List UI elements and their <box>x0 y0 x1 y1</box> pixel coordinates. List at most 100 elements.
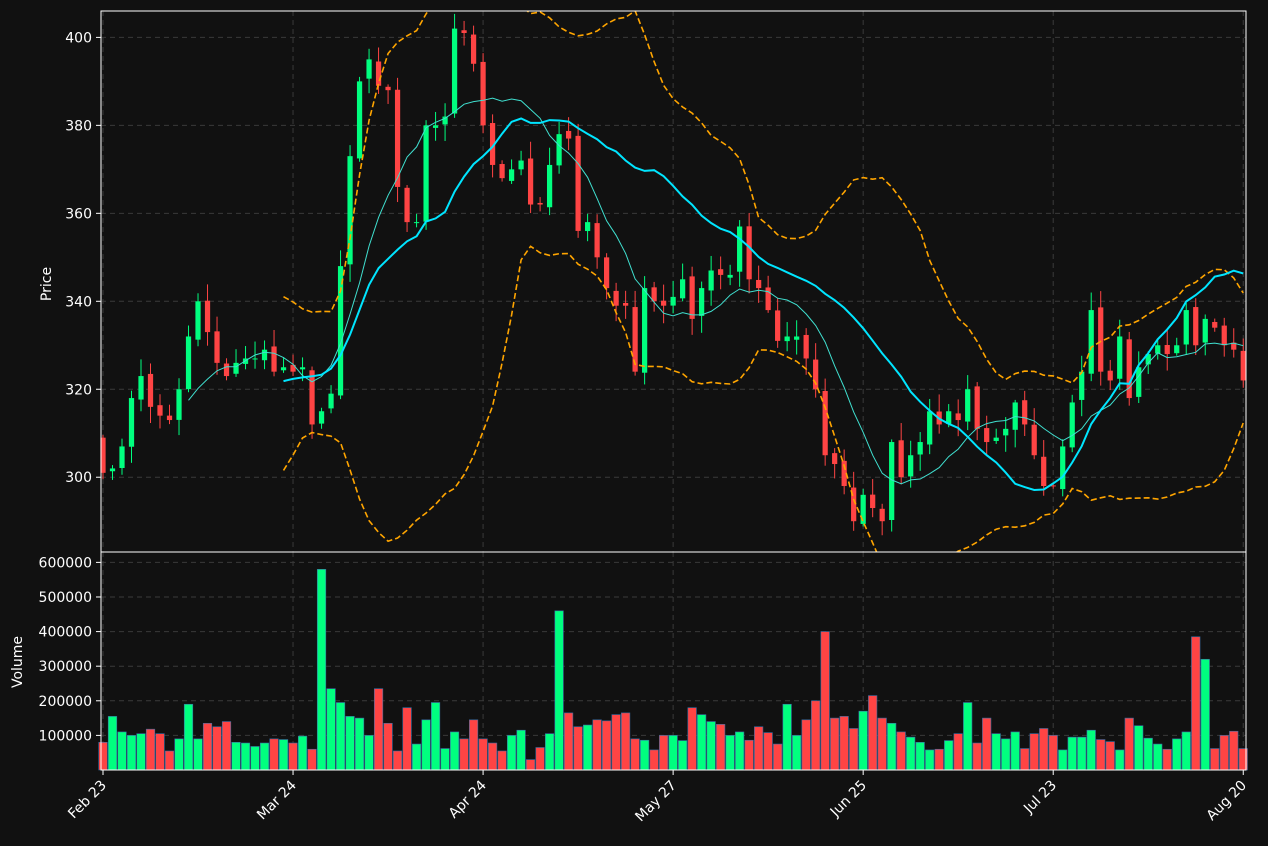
volume-bar <box>364 735 374 771</box>
volume-bar <box>497 750 507 771</box>
volume-bar <box>392 750 403 771</box>
candle-body <box>432 125 439 128</box>
overlays <box>188 11 1244 552</box>
candle-body <box>404 187 410 223</box>
volume-tick-label: 200000 <box>39 694 92 710</box>
volume-bar <box>934 748 944 771</box>
volume-bar <box>849 728 859 771</box>
candle-body <box>898 440 904 478</box>
volume-bar <box>1162 748 1172 771</box>
candle-body <box>813 359 819 390</box>
candle-body <box>1221 325 1227 346</box>
candle-body <box>271 346 277 372</box>
bollinger-lower-line <box>282 245 1244 552</box>
candle <box>527 141 534 214</box>
candle <box>898 423 904 485</box>
candle <box>556 121 562 174</box>
candle <box>195 293 201 347</box>
volume-panel: 100000 200000 300000 400000 500000 600000 Vol… <box>10 552 1248 771</box>
volume-bar <box>307 748 317 771</box>
candle-body <box>280 367 287 371</box>
candle <box>965 375 971 431</box>
candle-body <box>290 364 296 372</box>
candle-body <box>832 453 838 465</box>
candle-body <box>718 269 724 275</box>
candle-body <box>461 30 467 33</box>
volume-bar <box>450 731 460 771</box>
candle-body <box>908 455 914 477</box>
candle-body <box>195 301 201 340</box>
candle <box>233 349 239 377</box>
volume-bar <box>963 702 973 771</box>
price-tick-label: 340 <box>65 294 92 310</box>
candle <box>680 263 686 302</box>
volume-bar <box>535 747 545 771</box>
volume-bar <box>402 707 412 771</box>
candle <box>138 359 144 412</box>
candle <box>318 407 325 429</box>
volume-bar <box>250 746 260 771</box>
volume-bar <box>240 742 251 771</box>
candle-body <box>518 160 524 170</box>
candle <box>442 103 448 141</box>
candle-body <box>423 125 429 222</box>
candle-body <box>1098 307 1104 372</box>
candle <box>223 358 230 381</box>
candle-body <box>480 61 486 126</box>
volume-bar <box>278 739 289 771</box>
candle <box>1060 439 1066 497</box>
candle-body <box>642 288 648 373</box>
volume-bar <box>221 721 232 771</box>
volume-bar <box>545 733 555 771</box>
candle <box>280 357 287 373</box>
candle-body <box>451 28 458 114</box>
price-tick-label: 320 <box>65 382 92 398</box>
candle-body <box>394 89 401 187</box>
candle <box>1098 291 1104 386</box>
volume-bar <box>1086 729 1096 771</box>
volume-bar <box>773 743 783 771</box>
volume-bars <box>98 569 1248 771</box>
candle-body <box>499 164 505 179</box>
volume-bar <box>887 722 897 771</box>
volume-bar <box>592 719 602 771</box>
candle <box>508 159 515 184</box>
volume-bar <box>193 738 203 771</box>
candle <box>185 325 192 393</box>
volume-bar <box>1115 749 1125 771</box>
candle-body <box>870 494 876 509</box>
candle <box>157 394 163 429</box>
candle <box>100 435 106 480</box>
volume-bar <box>820 631 830 771</box>
candle <box>214 316 220 375</box>
volume-bar <box>1067 736 1077 771</box>
volume-bar <box>725 735 735 771</box>
candle <box>623 290 629 319</box>
candle <box>1174 337 1180 356</box>
candle-body <box>223 363 230 377</box>
volume-bar <box>354 717 365 771</box>
candle-body <box>756 279 762 289</box>
candle <box>879 503 885 536</box>
candle <box>1126 331 1132 406</box>
volume-bar <box>801 719 811 771</box>
candle-body <box>680 279 686 299</box>
volume-bar <box>488 742 498 771</box>
price-tick-label: 300 <box>65 470 92 486</box>
candle <box>594 214 600 269</box>
candle <box>204 284 211 346</box>
volume-bar <box>212 726 222 771</box>
candle-body <box>632 307 638 372</box>
volume-bar <box>915 742 925 771</box>
candle-body <box>109 468 116 472</box>
candle <box>822 378 828 466</box>
volume-bar <box>231 742 241 771</box>
price-y-ticks: 300 320 340 360 380 400 <box>65 30 101 486</box>
candle-body <box>546 164 553 208</box>
volume-bar <box>697 714 707 771</box>
candle-body <box>537 202 543 205</box>
candle-body <box>965 389 971 422</box>
candle <box>1193 298 1199 355</box>
volume-bar <box>507 735 517 771</box>
candle <box>1155 338 1161 360</box>
